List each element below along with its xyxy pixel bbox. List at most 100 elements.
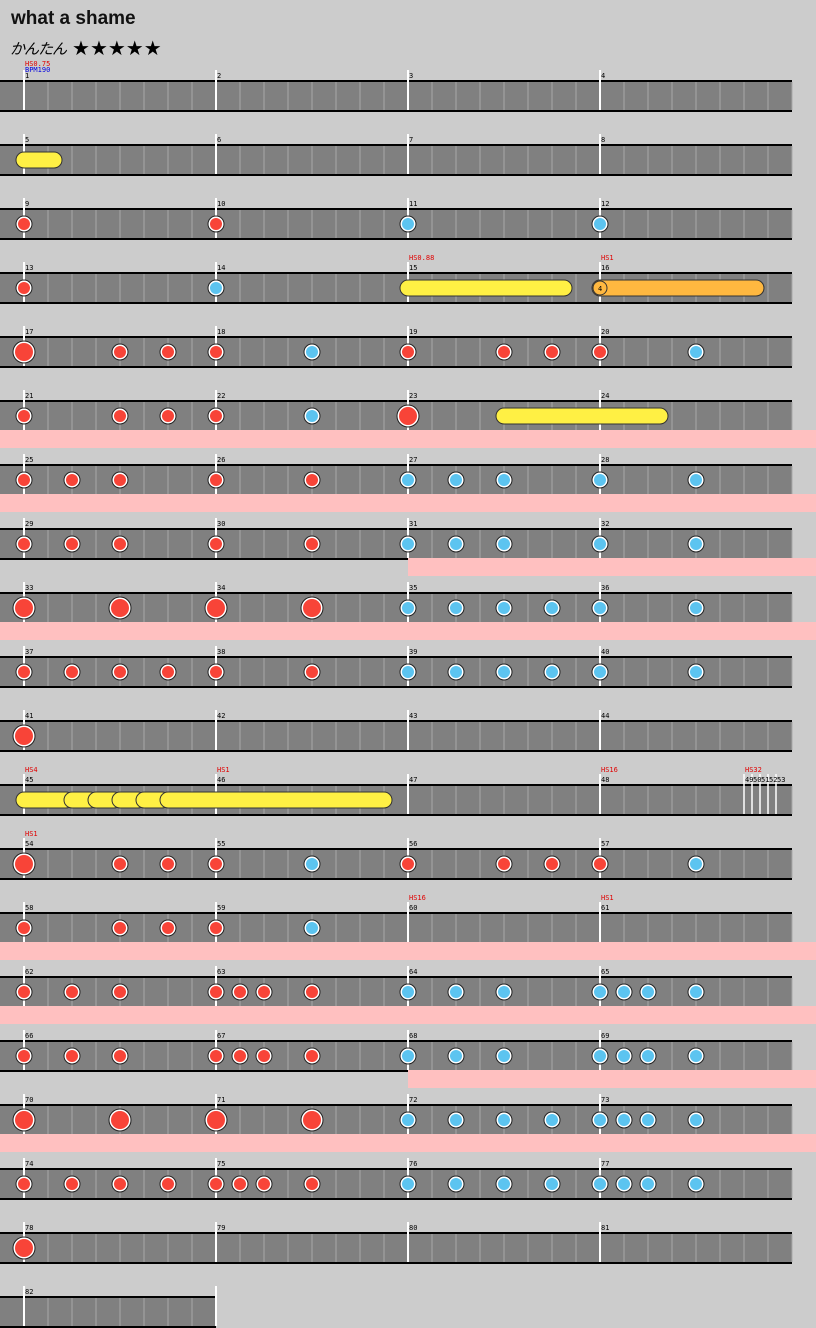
measure-number: 6: [217, 136, 221, 144]
measure-number: 10: [217, 200, 225, 208]
measure-number: 39: [409, 648, 417, 656]
measure-number: 28: [601, 456, 609, 464]
measure-number: 43: [409, 712, 417, 720]
measure-number: 41: [25, 712, 33, 720]
don-note: [210, 538, 222, 550]
measure-number: 27: [409, 456, 417, 464]
measure-number: 31: [409, 520, 417, 528]
lane: [0, 1234, 792, 1262]
scroll-label: HS1: [601, 254, 614, 262]
measure-number: 20: [601, 328, 609, 336]
big-don-note: [15, 727, 33, 745]
measure-number: 52: [769, 776, 777, 784]
ka-note: [402, 474, 414, 486]
scroll-label: HS1: [217, 766, 230, 774]
measure-number: 32: [601, 520, 609, 528]
measure-number: 53: [777, 776, 785, 784]
big-don-note: [207, 1111, 225, 1129]
don-note: [18, 410, 30, 422]
don-note: [18, 922, 30, 934]
measure-number: 72: [409, 1096, 417, 1104]
difficulty-label: かんたん: [10, 39, 67, 58]
measure-number: 63: [217, 968, 225, 976]
measure-number: 1: [25, 72, 29, 80]
lane: [0, 530, 792, 558]
measure-number: 66: [25, 1032, 33, 1040]
don-note: [306, 474, 318, 486]
don-note: [306, 1178, 318, 1190]
measure-number: 59: [217, 904, 225, 912]
measure-number: 17: [25, 328, 33, 336]
ka-note: [498, 666, 510, 678]
ka-note: [594, 474, 606, 486]
lane: [0, 594, 792, 622]
gogo-band: [0, 494, 816, 512]
don-note: [114, 1178, 126, 1190]
don-note: [66, 666, 78, 678]
ka-note: [690, 1050, 702, 1062]
drumroll-note: [159, 791, 393, 809]
don-note: [210, 858, 222, 870]
ka-note: [402, 1114, 414, 1126]
measure-number: 7: [409, 136, 413, 144]
big-don-note: [111, 599, 129, 617]
measure-number: 37: [25, 648, 33, 656]
measure-number: 5: [25, 136, 29, 144]
ka-note: [306, 410, 318, 422]
drumroll-note: [15, 151, 63, 169]
big-don-note: [15, 1239, 33, 1257]
scroll-label: HS16: [601, 766, 618, 774]
ka-note: [546, 1114, 558, 1126]
lane: [0, 146, 792, 174]
measure-number: 79: [217, 1224, 225, 1232]
don-note: [18, 1050, 30, 1062]
measure-number: 8: [601, 136, 605, 144]
chart-row: [0, 1070, 816, 1136]
measure-number: 57: [601, 840, 609, 848]
don-note: [114, 858, 126, 870]
big-don-note: [15, 855, 33, 873]
measure-number: 62: [25, 968, 33, 976]
chart-row: [0, 710, 793, 752]
ka-note: [690, 538, 702, 550]
ka-note: [594, 538, 606, 550]
ka-note: [594, 666, 606, 678]
measure-number: 61: [601, 904, 609, 912]
don-note: [258, 986, 270, 998]
don-note: [234, 1178, 246, 1190]
measure-number: 34: [217, 584, 225, 592]
ka-note: [642, 1178, 654, 1190]
measure-number: 51: [761, 776, 769, 784]
big-don-note: [399, 407, 417, 425]
big-don-note: [207, 599, 225, 617]
measure-number: 24: [601, 392, 609, 400]
measure-number: 78: [25, 1224, 33, 1232]
don-note: [234, 986, 246, 998]
chart-row: [0, 494, 816, 560]
don-note: [234, 1050, 246, 1062]
gogo-band: [408, 1070, 816, 1088]
ka-note: [642, 986, 654, 998]
big-don-note: [303, 1111, 321, 1129]
don-note: [18, 666, 30, 678]
lane: [0, 722, 792, 750]
measure-number: 2: [217, 72, 221, 80]
don-note: [18, 474, 30, 486]
measure-number: 64: [409, 968, 417, 976]
ka-note: [450, 538, 462, 550]
lane: [0, 210, 792, 238]
measure-number: 42: [217, 712, 225, 720]
scroll-label: HS4: [25, 766, 38, 774]
don-note: [594, 346, 606, 358]
measure-number: 74: [25, 1160, 33, 1168]
ka-note: [498, 1178, 510, 1190]
chart-row: [0, 390, 793, 432]
chart-row: [0, 1006, 816, 1072]
ka-note: [594, 986, 606, 998]
don-note: [210, 922, 222, 934]
scroll-label: BPM190: [25, 66, 50, 74]
don-note: [402, 858, 414, 870]
ka-note: [690, 602, 702, 614]
ka-note: [690, 858, 702, 870]
don-note: [66, 1178, 78, 1190]
